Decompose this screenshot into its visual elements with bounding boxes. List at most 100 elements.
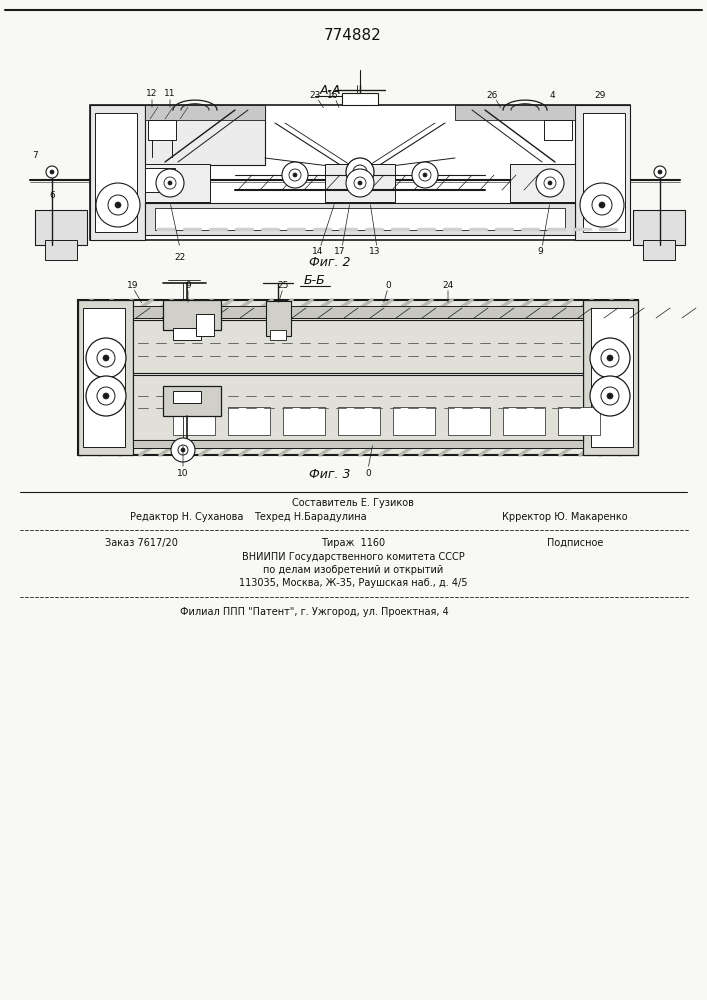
Bar [133, 320, 583, 373]
Text: 16: 16 [327, 91, 339, 100]
Bar [173, 407, 215, 435]
Bar [342, 93, 378, 105]
Circle shape [658, 170, 662, 174]
Circle shape [103, 355, 109, 361]
Text: Филиал ППП "Патент", г. Ужгород, ул. Проектная, 4: Филиал ППП "Патент", г. Ужгород, ул. Про… [180, 607, 449, 617]
Bar [148, 120, 176, 140]
Bar [338, 407, 380, 435]
Bar [145, 105, 265, 165]
Bar [503, 407, 545, 435]
Text: 25: 25 [277, 280, 288, 290]
Circle shape [354, 177, 366, 189]
Text: 17: 17 [334, 247, 346, 256]
Bar [591, 308, 633, 447]
Circle shape [103, 393, 109, 399]
Circle shape [654, 166, 666, 178]
Polygon shape [145, 105, 265, 165]
Bar [173, 448, 193, 456]
Circle shape [96, 183, 140, 227]
Bar [95, 113, 137, 232]
Bar [575, 105, 630, 240]
Bar [270, 330, 286, 340]
Circle shape [108, 195, 128, 215]
Bar [283, 407, 325, 435]
Text: 9: 9 [537, 247, 543, 256]
Circle shape [601, 387, 619, 405]
Bar [325, 164, 395, 202]
Bar [583, 113, 625, 232]
Bar [455, 105, 575, 120]
Text: Заказ 7617/20: Заказ 7617/20 [105, 538, 178, 548]
Text: Составитель Е. Гузиков: Составитель Е. Гузиков [292, 498, 414, 508]
Bar [544, 120, 572, 140]
Circle shape [50, 170, 54, 174]
Circle shape [607, 355, 613, 361]
Circle shape [346, 169, 374, 197]
Circle shape [590, 338, 630, 378]
Circle shape [86, 376, 126, 416]
Text: Крректор Ю. Макаренко: Крректор Ю. Макаренко [502, 512, 628, 522]
Circle shape [164, 177, 176, 189]
Bar [90, 105, 630, 240]
Circle shape [607, 393, 613, 399]
Circle shape [590, 376, 630, 416]
Text: Б-Б: Б-Б [304, 273, 326, 286]
Bar [393, 407, 435, 435]
Text: 113035, Москва, Ж-35, Раушская наб., д. 4/5: 113035, Москва, Ж-35, Раушская наб., д. … [239, 578, 467, 588]
Bar [583, 300, 638, 455]
Circle shape [580, 183, 624, 227]
Bar [643, 240, 675, 260]
Bar [633, 210, 685, 245]
Bar [266, 301, 291, 336]
Circle shape [548, 181, 552, 185]
Circle shape [412, 162, 438, 188]
Text: 13: 13 [369, 247, 381, 256]
Circle shape [97, 387, 115, 405]
Polygon shape [455, 105, 575, 165]
Text: 7: 7 [32, 150, 38, 159]
Text: Техред Н.Барадулина: Техред Н.Барадулина [254, 512, 366, 522]
Circle shape [178, 445, 188, 455]
Bar [45, 240, 77, 260]
Bar [145, 168, 175, 192]
Text: ВНИИПИ Государственного комитета СССР: ВНИИПИ Государственного комитета СССР [242, 552, 464, 562]
Bar [83, 308, 125, 447]
Circle shape [46, 166, 58, 178]
Bar [228, 407, 270, 435]
Text: 9: 9 [185, 280, 191, 290]
Circle shape [171, 438, 195, 462]
Text: 0: 0 [365, 468, 371, 478]
Bar [133, 306, 583, 318]
Text: 26: 26 [486, 91, 498, 100]
Circle shape [282, 162, 308, 188]
Circle shape [289, 169, 301, 181]
Bar [145, 105, 265, 120]
Circle shape [115, 202, 121, 208]
Circle shape [423, 173, 427, 177]
Circle shape [536, 169, 564, 197]
Text: Фиг. 2: Фиг. 2 [309, 255, 351, 268]
Circle shape [156, 169, 184, 197]
Bar [558, 407, 600, 435]
Text: 4: 4 [549, 91, 555, 100]
Bar [163, 386, 221, 416]
Circle shape [293, 173, 297, 177]
Text: А-А: А-А [320, 84, 341, 97]
Text: 10: 10 [177, 468, 189, 478]
Circle shape [419, 169, 431, 181]
Bar [173, 391, 201, 403]
Bar [133, 440, 583, 448]
Text: 0: 0 [385, 280, 391, 290]
Bar [35, 210, 87, 245]
Bar [78, 300, 638, 455]
Text: 6: 6 [49, 190, 55, 200]
Circle shape [592, 195, 612, 215]
Text: Тираж  1160: Тираж 1160 [321, 538, 385, 548]
Circle shape [168, 181, 172, 185]
Text: 22: 22 [175, 253, 186, 262]
Circle shape [358, 181, 362, 185]
Bar [196, 314, 214, 336]
Circle shape [353, 165, 367, 179]
Bar [448, 407, 490, 435]
Text: по делам изобретений и открытий: по делам изобретений и открытий [263, 565, 443, 575]
